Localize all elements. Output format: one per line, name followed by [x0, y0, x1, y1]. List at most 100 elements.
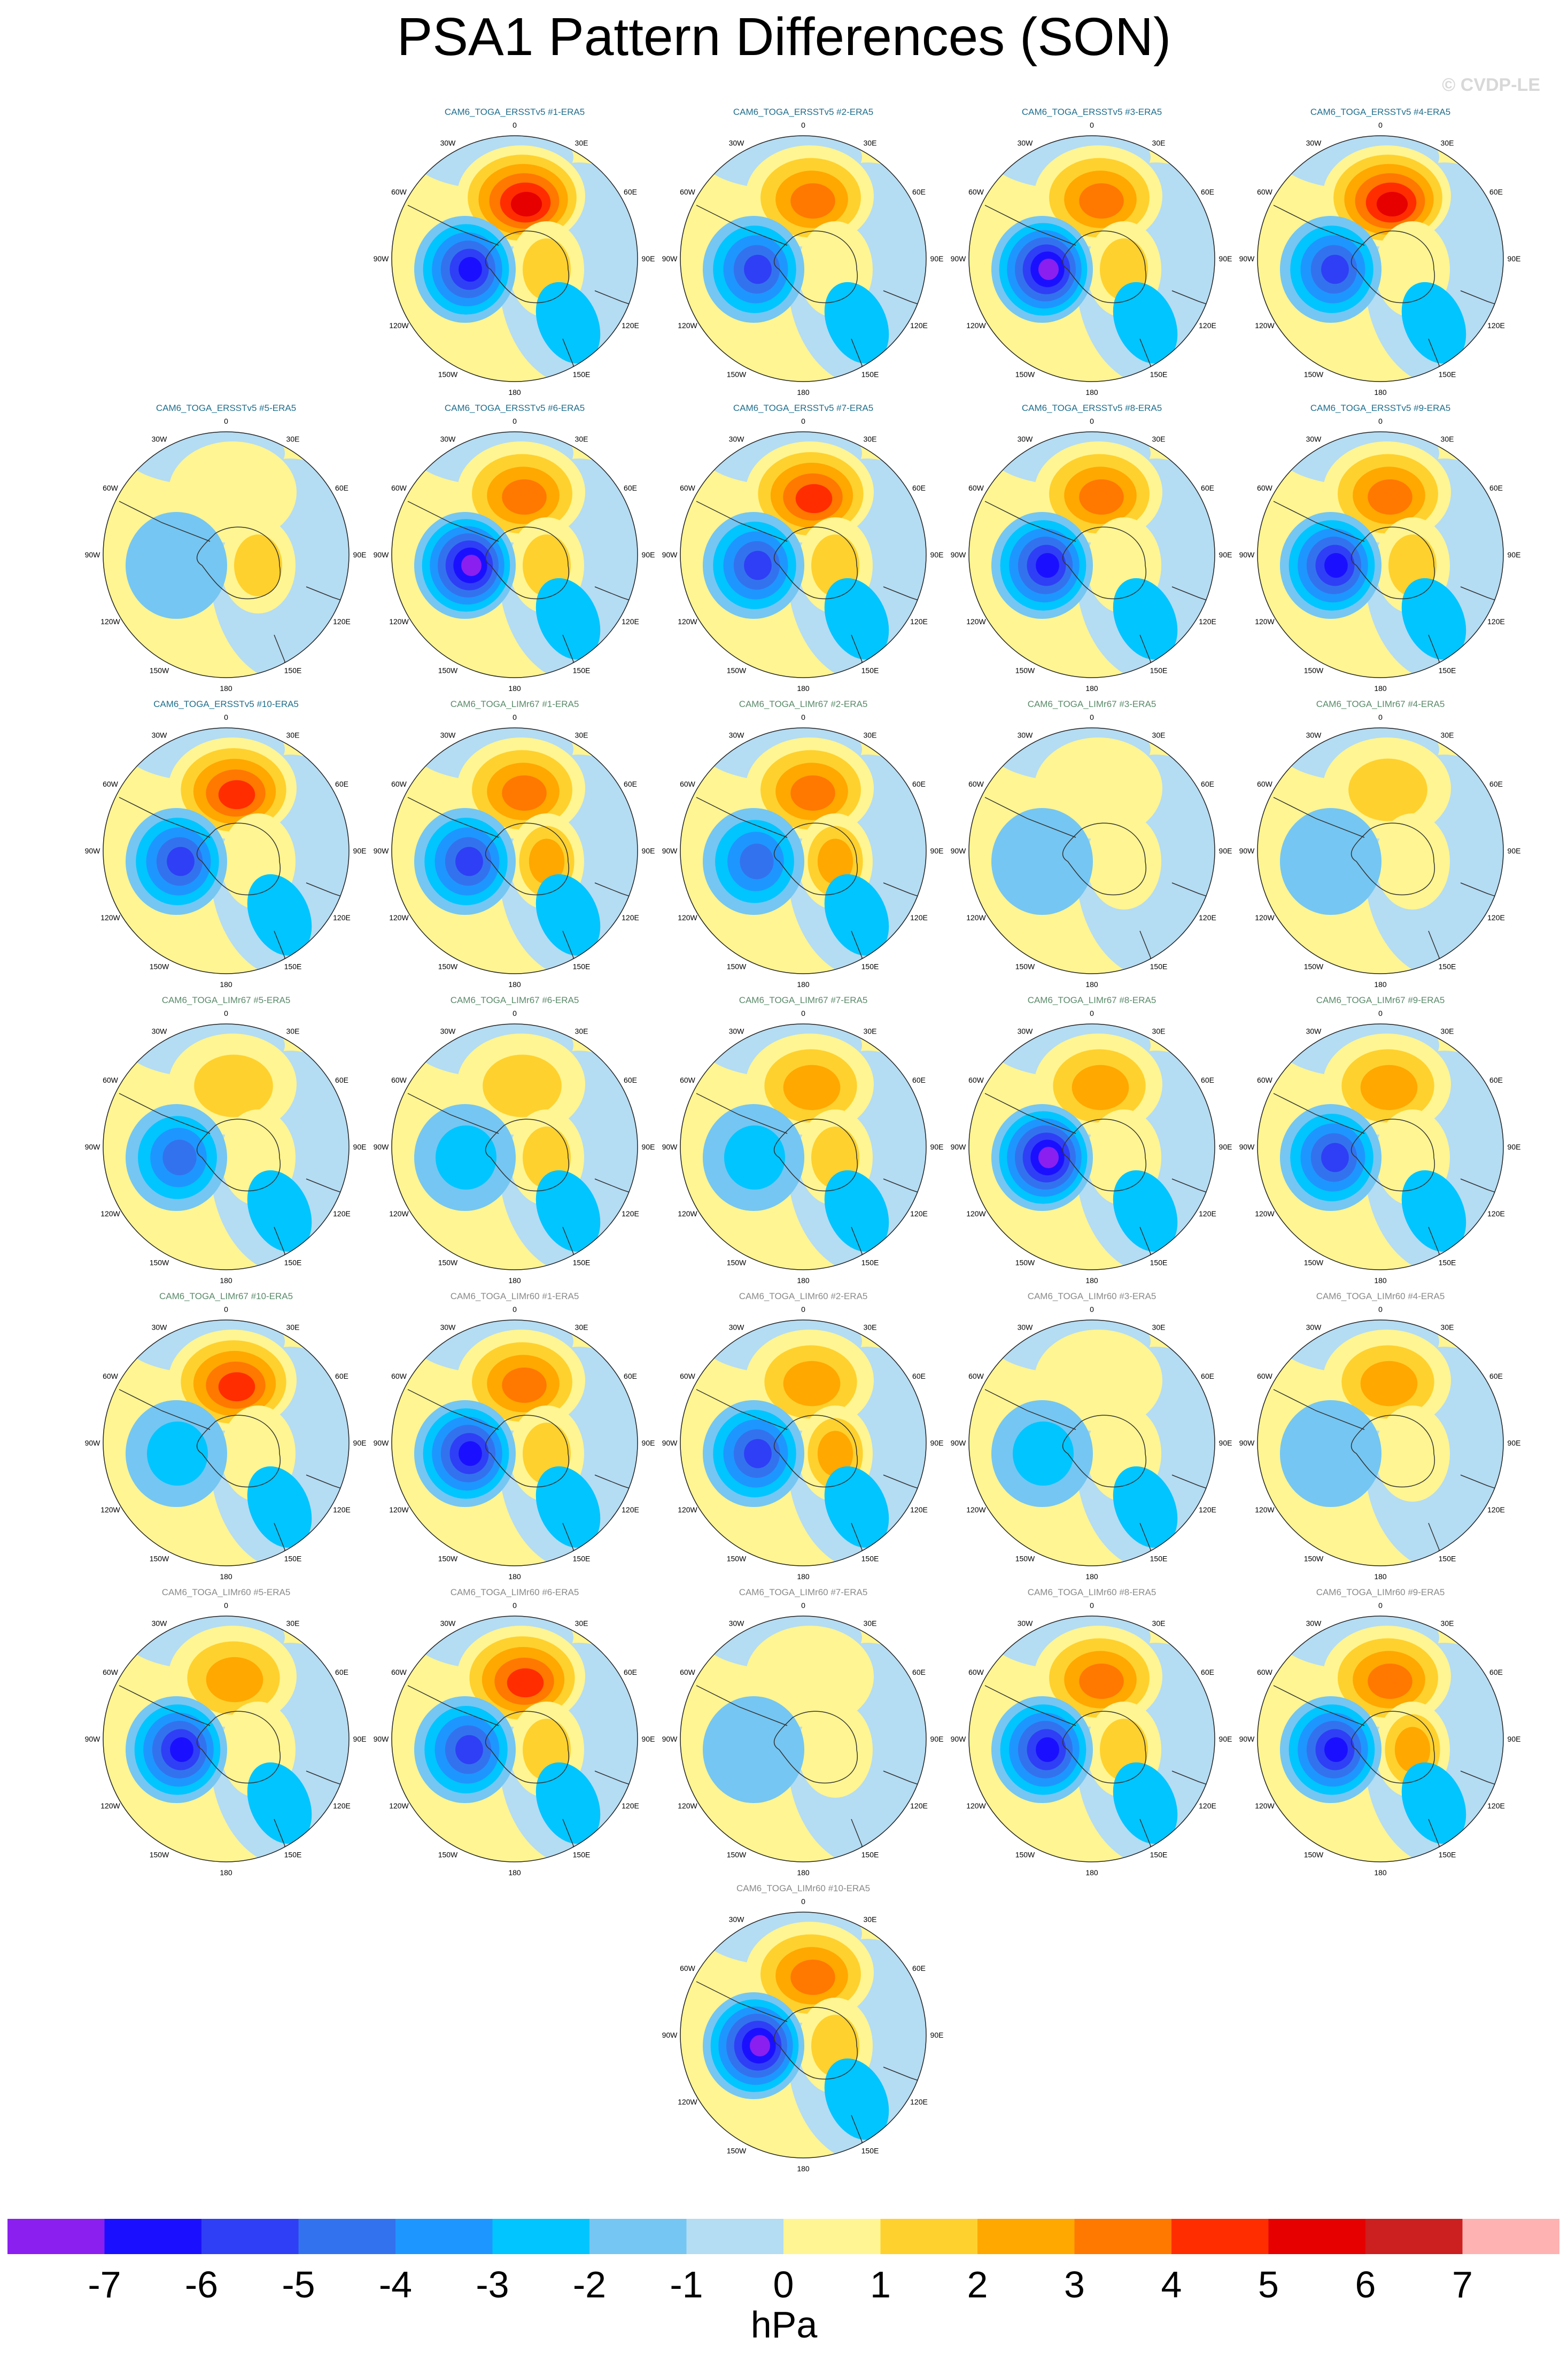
negative-anomaly: [247, 874, 312, 956]
longitude-label: 60W: [680, 1076, 696, 1084]
longitude-label: 30E: [864, 731, 877, 739]
positive-anomaly: [817, 838, 853, 884]
longitude-label: 0: [1090, 1601, 1094, 1610]
longitude-label: 90E: [1508, 1143, 1521, 1151]
polar-map: 0 30E 60E 90E 120E 150E 180 150W 120W 90W 60W 30W: [1239, 121, 1521, 397]
polar-map: 0 30E 60E 90E 120E 150E 180 150W 120W 90W 60W 30W: [374, 1009, 655, 1285]
positive-anomaly: [790, 183, 835, 219]
polar-map: 0 30E 60E 90E 120E 150E 180 150W 120W 90W 60W 30W: [1239, 1009, 1521, 1285]
negative-anomaly: [1280, 1400, 1381, 1507]
coastline: [773, 230, 858, 304]
negative-anomaly: [535, 874, 601, 956]
colorbar-swatch: [686, 2219, 783, 2254]
longitude-label: 60W: [968, 1372, 984, 1380]
colorbar-swatch: [298, 2219, 395, 2254]
longitude-label: 0: [513, 1601, 517, 1610]
longitude-label: 90E: [353, 550, 367, 559]
longitude-label: 150E: [1439, 370, 1456, 379]
longitude-label: 120W: [966, 1505, 986, 1514]
negative-anomaly: [455, 846, 483, 876]
polar-map: 0 30E 60E 90E 120E 150E 180 150W 120W 90W 60W 30W: [951, 417, 1232, 693]
coastline: [1062, 1711, 1147, 1784]
positive-anomaly: [1034, 737, 1162, 839]
longitude-label: 90E: [642, 846, 655, 855]
polar-map: 0 30E 60E 90E 120E 150E 180 150W 120W 90W 60W 30W: [85, 417, 367, 693]
longitude-label: 180: [1085, 684, 1098, 693]
longitude-label: 120W: [678, 913, 697, 922]
coastline: [696, 1093, 788, 1134]
coastline: [196, 526, 281, 600]
longitude-label: 90W: [662, 846, 678, 855]
map-border: [680, 1912, 927, 2158]
longitude-label: 0: [1378, 121, 1383, 129]
longitude-label: 60E: [1201, 1372, 1214, 1380]
coastline: [773, 2007, 858, 2080]
negative-anomaly: [703, 1696, 804, 1803]
colorbar-tick-label: 2: [967, 2264, 988, 2305]
longitude-label: 60E: [1489, 780, 1503, 788]
longitude-label: 30W: [152, 1323, 168, 1331]
longitude-label: 150W: [438, 1851, 458, 1859]
longitude-label: 0: [513, 1009, 517, 1018]
panel-title: CAM6_TOGA_LIMr67 #9-ERA5: [1316, 995, 1445, 1005]
coastline: [773, 1415, 858, 1488]
longitude-label: 150E: [861, 370, 879, 379]
map-border: [1257, 135, 1504, 382]
longitude-label: 120W: [966, 913, 986, 922]
colorbar-tick-label: 6: [1355, 2264, 1376, 2305]
longitude-label: 60W: [968, 780, 984, 788]
longitude-label: 150W: [1304, 666, 1324, 675]
coastline: [196, 1119, 281, 1192]
longitude-label: 180: [797, 1276, 810, 1285]
negative-anomaly: [991, 808, 1093, 915]
negative-anomaly: [824, 282, 889, 364]
coastline: [119, 797, 211, 838]
polar-map: 0 30E 60E 90E 120E 150E 180 150W 120W 90W 60W 30W: [85, 713, 367, 989]
longitude-label: 30W: [1018, 434, 1034, 443]
coastline: [1273, 1093, 1365, 1134]
panel-title: CAM6_TOGA_LIMr67 #6-ERA5: [450, 995, 579, 1005]
colorbar-tick-label: -3: [476, 2264, 509, 2305]
longitude-label: 120E: [910, 1801, 928, 1810]
longitude-label: 120E: [910, 2098, 928, 2106]
longitude-label: 60W: [680, 1372, 696, 1380]
longitude-label: 150W: [727, 1851, 747, 1859]
longitude-label: 30W: [440, 1619, 456, 1627]
negative-anomaly: [1401, 282, 1466, 364]
longitude-label: 90E: [1508, 846, 1521, 855]
coastline: [119, 1685, 211, 1726]
panel-title: CAM6_TOGA_ERSSTv5 #1-ERA5: [444, 107, 585, 117]
negative-anomaly: [824, 1170, 889, 1252]
longitude-label: 150W: [150, 1555, 169, 1563]
longitude-label: 90E: [1219, 846, 1232, 855]
longitude-label: 120E: [1487, 1801, 1505, 1810]
longitude-label: 150W: [1015, 370, 1035, 379]
longitude-label: 150W: [1304, 1851, 1324, 1859]
map-border: [968, 1023, 1215, 1270]
longitude-label: 30E: [1152, 434, 1166, 443]
longitude-label: 0: [513, 713, 517, 721]
longitude-label: 90E: [930, 1143, 944, 1151]
longitude-label: 180: [508, 1276, 521, 1285]
longitude-label: 30W: [729, 1027, 745, 1035]
longitude-label: 30W: [152, 1619, 168, 1627]
longitude-label: 120E: [1487, 1209, 1505, 1218]
longitude-label: 150W: [438, 962, 458, 971]
longitude-label: 30E: [864, 1323, 877, 1331]
coastline: [485, 822, 570, 896]
longitude-label: 0: [1378, 1601, 1383, 1610]
longitude-label: 60E: [335, 1668, 348, 1676]
longitude-label: 180: [1085, 980, 1098, 989]
map-panel: CAM6_TOGA_LIMr67 #8-ERA5 0 30E 60E 90E 120E 15…: [950, 995, 1233, 1286]
longitude-label: 60W: [103, 1076, 119, 1084]
longitude-label: 30E: [286, 1323, 300, 1331]
map-border: [391, 135, 638, 382]
longitude-label: 30W: [1018, 731, 1034, 739]
longitude-label: 150E: [1150, 666, 1168, 675]
longitude-label: 150W: [438, 370, 458, 379]
map-panel: CAM6_TOGA_LIMr60 #6-ERA5 0 30E 60E 90E 120E 15…: [373, 1587, 656, 1878]
positive-anomaly: [795, 484, 833, 514]
longitude-label: 90E: [1219, 1143, 1232, 1151]
longitude-label: 30E: [864, 138, 877, 147]
longitude-label: 90E: [930, 1735, 944, 1743]
